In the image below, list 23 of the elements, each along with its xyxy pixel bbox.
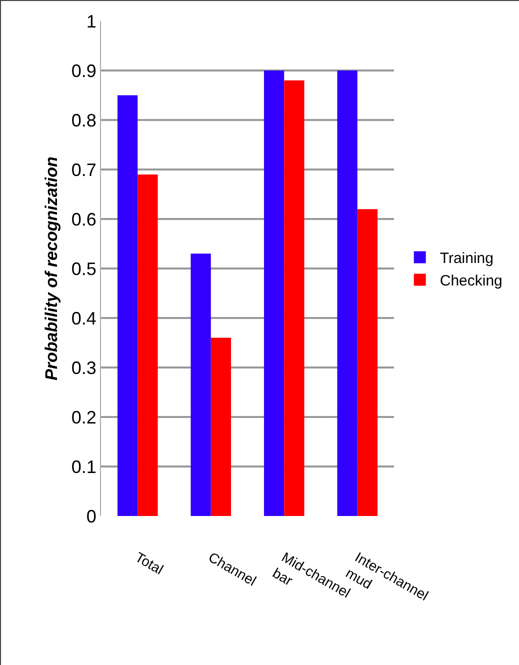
- y-tick-label: 0.5: [71, 258, 96, 279]
- legend-label: Training: [440, 250, 494, 268]
- y-tick-label: 0.4: [71, 308, 96, 328]
- y-tick-label: 0.3: [71, 358, 96, 378]
- bar: [264, 70, 284, 516]
- y-tick-label: 0.7: [71, 160, 96, 180]
- y-tick-label: 0.8: [71, 110, 96, 130]
- bar: [190, 254, 211, 516]
- bar: [357, 209, 378, 516]
- y-tick-label: 0: [86, 506, 96, 526]
- legend-label: Checking: [440, 272, 502, 290]
- y-tick-label: 1: [86, 11, 96, 32]
- bar: [337, 70, 358, 516]
- bar: [284, 80, 304, 516]
- y-tick-label: 0.1: [71, 456, 96, 477]
- bar: [138, 174, 158, 516]
- y-axis-title: Probability of recognization: [42, 156, 61, 380]
- y-tick-label: 0.6: [71, 209, 96, 230]
- bar: [210, 338, 232, 516]
- bar: [117, 95, 138, 516]
- y-tick-label: 0.9: [71, 60, 96, 81]
- x-tick-label: Total: [132, 548, 166, 578]
- y-tick-label: 0.2: [71, 407, 96, 428]
